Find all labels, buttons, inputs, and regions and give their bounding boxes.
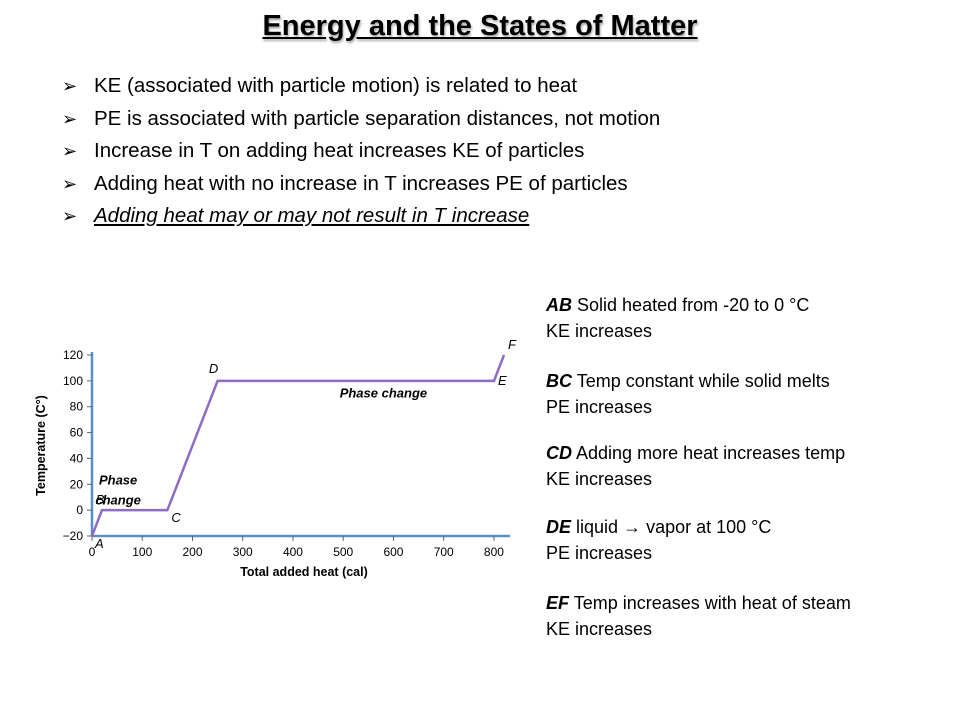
bullet-item: ➢ PE is associated with particle separati… bbox=[62, 103, 660, 136]
segment-description-bc: BC Temp constant while solid melts PE in… bbox=[546, 368, 830, 420]
segment-label: DE bbox=[546, 517, 572, 537]
segment-description-ef: EF Temp increases with heat of steam KE … bbox=[546, 590, 851, 642]
x-tick-label: 0 bbox=[89, 545, 96, 559]
heating-curve-line bbox=[90, 354, 506, 537]
bullet-item-emphasized: ➢ Adding heat may or may not result in T … bbox=[62, 200, 660, 233]
point-label-c: C bbox=[171, 510, 181, 525]
energy-change: KE increases bbox=[546, 619, 653, 639]
x-tick-label: 300 bbox=[233, 545, 253, 559]
point-label-b: B bbox=[96, 492, 105, 507]
y-tick-label: 0 bbox=[76, 503, 83, 517]
segment-label: EF bbox=[546, 593, 570, 613]
segment-description-cd: CD Adding more heat increases temp KE in… bbox=[546, 440, 845, 492]
slide-title: Energy and the States of Matter bbox=[262, 10, 698, 42]
arrow-bullet-icon: ➢ bbox=[62, 76, 78, 96]
y-tick-label: 60 bbox=[70, 426, 84, 440]
point-label-e: E bbox=[498, 373, 507, 388]
x-tick-label: 600 bbox=[383, 545, 403, 559]
segment-description-ab: AB Solid heated from -20 to 0 °C KE incr… bbox=[546, 292, 809, 344]
y-tick-label: 80 bbox=[70, 400, 84, 414]
segment-label: AB bbox=[546, 295, 572, 315]
bullet-item: ➢ Adding heat with no increase in T incre… bbox=[62, 168, 660, 201]
point-label-d: D bbox=[209, 361, 218, 376]
x-tick-label: 100 bbox=[132, 545, 152, 559]
x-tick-label: 500 bbox=[333, 545, 353, 559]
segment-label: BC bbox=[546, 371, 572, 391]
y-tick-label: 120 bbox=[63, 348, 83, 362]
phase-change-annotation: change bbox=[95, 492, 141, 507]
phase-change-annotation: Phase change bbox=[340, 386, 427, 401]
y-tick-label: 40 bbox=[70, 451, 84, 465]
description-line: Temp increases with heat of steam bbox=[573, 593, 851, 613]
description-line: Solid heated from -20 to 0 °C bbox=[577, 295, 810, 315]
energy-change: KE increases bbox=[546, 321, 653, 341]
x-axis-title: Total added heat (cal) bbox=[240, 565, 368, 579]
energy-change: PE increases bbox=[546, 397, 653, 417]
point-label-a: A bbox=[94, 536, 104, 551]
y-axis-title: Temperature (C°) bbox=[34, 395, 48, 496]
x-tick-label: 200 bbox=[182, 545, 202, 559]
description-line: Temp constant while solid melts bbox=[576, 371, 830, 391]
description-line: Adding more heat increases temp bbox=[576, 443, 846, 463]
y-tick-label: −20 bbox=[63, 529, 84, 543]
description-line: liquid → vapor at 100 °C bbox=[576, 517, 772, 537]
energy-change: KE increases bbox=[546, 469, 653, 489]
x-tick-label: 700 bbox=[434, 545, 454, 559]
arrow-bullet-icon: ➢ bbox=[62, 108, 78, 129]
bullet-item: ➢ Increase in T on adding heat increases … bbox=[62, 135, 660, 168]
arrow-bullet-icon: ➢ bbox=[62, 173, 78, 194]
arrow-bullet-icon: ➢ bbox=[62, 141, 78, 161]
x-tick-label: 800 bbox=[484, 545, 504, 559]
segment-description-de: DE liquid → vapor at 100 °C PE increases bbox=[546, 514, 771, 566]
energy-change: PE increases bbox=[546, 543, 653, 563]
y-tick-label: 20 bbox=[70, 477, 84, 491]
heating-curve-chart: −20 0 20 40 60 80 100 120 0 100 200 300 400 500 600 700… bbox=[34, 337, 517, 579]
phase-change-annotation: Phase bbox=[99, 472, 137, 487]
segment-label: CD bbox=[546, 443, 572, 463]
x-tick-label: 400 bbox=[283, 545, 303, 559]
point-label-f: F bbox=[508, 337, 517, 352]
bullet-list: ➢ KE (associated with particle motion) is… bbox=[62, 70, 660, 233]
bullet-item: ➢ KE (associated with particle motion) is… bbox=[62, 70, 660, 103]
y-tick-label: 100 bbox=[63, 374, 83, 388]
arrow-bullet-icon: ➢ bbox=[62, 206, 78, 226]
